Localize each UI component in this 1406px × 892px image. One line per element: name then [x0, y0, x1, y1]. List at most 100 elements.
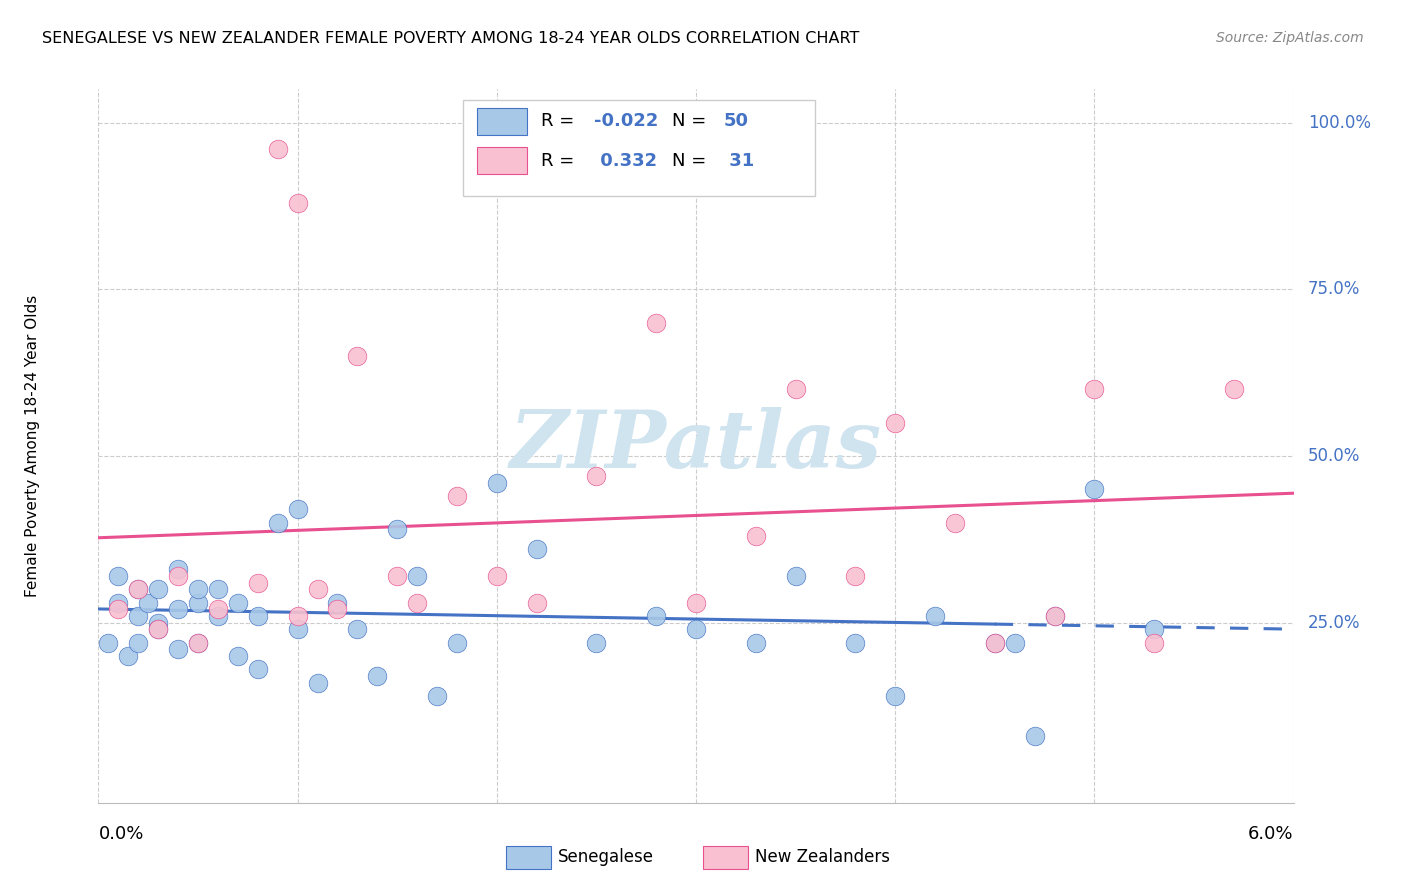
Point — [385, 522, 409, 536]
Text: 50: 50 — [724, 112, 748, 130]
Point — [346, 623, 368, 637]
Point — [307, 675, 329, 690]
Point — [167, 642, 190, 657]
Point — [426, 689, 449, 703]
Point — [645, 316, 668, 330]
Text: -0.022: -0.022 — [595, 112, 659, 130]
Point — [167, 562, 190, 576]
Point — [745, 636, 768, 650]
Point — [1043, 609, 1066, 624]
Point — [785, 382, 807, 396]
Point — [107, 602, 129, 616]
Point — [187, 636, 209, 650]
Point — [326, 596, 349, 610]
Point — [127, 609, 149, 624]
Point — [307, 582, 329, 597]
Point — [226, 649, 249, 664]
Point — [406, 596, 429, 610]
Point — [645, 609, 668, 624]
Point — [187, 582, 209, 597]
FancyBboxPatch shape — [463, 100, 815, 196]
Point — [1083, 483, 1105, 497]
Text: N =: N = — [672, 112, 711, 130]
Point — [267, 516, 290, 530]
Point — [1143, 623, 1166, 637]
Point — [167, 602, 190, 616]
Point — [446, 489, 468, 503]
Point — [326, 602, 349, 616]
Text: ZIPatlas: ZIPatlas — [510, 408, 882, 484]
Text: R =: R = — [540, 152, 579, 169]
Point — [406, 569, 429, 583]
Point — [884, 416, 907, 430]
Point — [745, 529, 768, 543]
Point — [127, 636, 149, 650]
Text: N =: N = — [672, 152, 711, 169]
Point — [97, 636, 120, 650]
Point — [287, 609, 309, 624]
Point — [287, 195, 309, 210]
Point — [207, 582, 229, 597]
Point — [226, 596, 249, 610]
Point — [148, 623, 170, 637]
Point — [943, 516, 966, 530]
Point — [167, 569, 190, 583]
Point — [844, 569, 866, 583]
Point — [1143, 636, 1166, 650]
Point — [446, 636, 468, 650]
Point — [1223, 382, 1246, 396]
Text: 31: 31 — [724, 152, 755, 169]
Point — [983, 636, 1005, 650]
Point — [385, 569, 409, 583]
Point — [685, 623, 707, 637]
Text: 100.0%: 100.0% — [1308, 113, 1371, 131]
Text: Senegalese: Senegalese — [558, 848, 654, 866]
Point — [148, 623, 170, 637]
Point — [1024, 729, 1046, 743]
Point — [187, 636, 209, 650]
Point — [207, 609, 229, 624]
Point — [785, 569, 807, 583]
Point — [1004, 636, 1026, 650]
Text: 50.0%: 50.0% — [1308, 447, 1360, 465]
Point — [117, 649, 139, 664]
Point — [246, 662, 269, 676]
Point — [924, 609, 946, 624]
Text: 6.0%: 6.0% — [1249, 825, 1294, 843]
Text: R =: R = — [540, 112, 579, 130]
Text: SENEGALESE VS NEW ZEALANDER FEMALE POVERTY AMONG 18-24 YEAR OLDS CORRELATION CHA: SENEGALESE VS NEW ZEALANDER FEMALE POVER… — [42, 31, 859, 46]
Point — [107, 569, 129, 583]
Text: New Zealanders: New Zealanders — [755, 848, 890, 866]
FancyBboxPatch shape — [477, 147, 527, 174]
Point — [526, 596, 548, 610]
Point — [1043, 609, 1066, 624]
Point — [485, 569, 508, 583]
Point — [287, 623, 309, 637]
Point — [983, 636, 1005, 650]
Text: 25.0%: 25.0% — [1308, 614, 1361, 632]
Point — [585, 469, 607, 483]
FancyBboxPatch shape — [477, 108, 527, 135]
Point — [844, 636, 866, 650]
Point — [346, 349, 368, 363]
Point — [127, 582, 149, 597]
Point — [685, 596, 707, 610]
Point — [127, 582, 149, 597]
Text: Female Poverty Among 18-24 Year Olds: Female Poverty Among 18-24 Year Olds — [25, 295, 41, 597]
Point — [246, 575, 269, 590]
Point — [148, 582, 170, 597]
Text: 75.0%: 75.0% — [1308, 280, 1360, 298]
Point — [366, 669, 388, 683]
Point — [136, 596, 159, 610]
Point — [585, 636, 607, 650]
Point — [187, 596, 209, 610]
Point — [287, 502, 309, 516]
Point — [148, 615, 170, 630]
Point — [107, 596, 129, 610]
Text: 0.332: 0.332 — [595, 152, 658, 169]
Text: Source: ZipAtlas.com: Source: ZipAtlas.com — [1216, 31, 1364, 45]
Text: 0.0%: 0.0% — [98, 825, 143, 843]
Point — [884, 689, 907, 703]
Point — [267, 142, 290, 156]
Point — [485, 475, 508, 490]
